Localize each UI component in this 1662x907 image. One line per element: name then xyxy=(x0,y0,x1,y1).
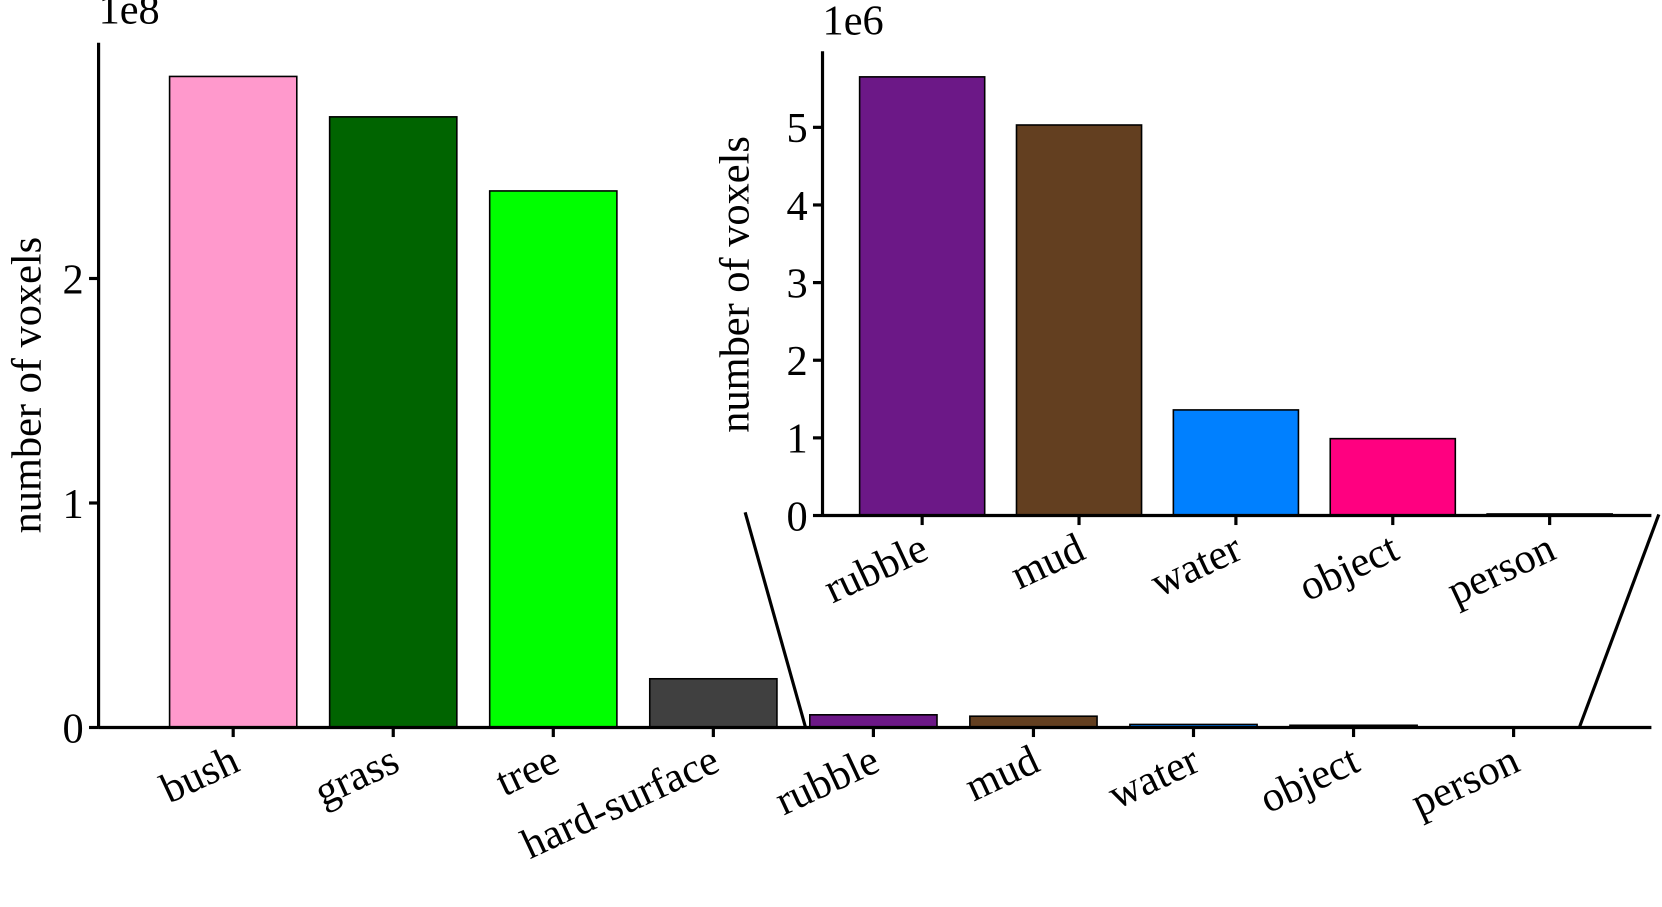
bar xyxy=(1329,437,1457,517)
x-tick-label: object xyxy=(1253,736,1367,822)
y-tick-label: 1 xyxy=(786,416,807,463)
x-tick-label: person xyxy=(1440,524,1562,614)
y-tick-label: 0 xyxy=(63,705,84,752)
offset-text: 1e8 xyxy=(99,0,160,34)
y-tick-label: 0 xyxy=(786,493,807,540)
y-tick-label: 2 xyxy=(63,256,84,303)
bar xyxy=(328,116,458,729)
zoom-line xyxy=(743,511,808,728)
y-tick-label: 4 xyxy=(786,183,807,230)
x-tick-label: water xyxy=(1101,736,1206,818)
x-tick-label: mud xyxy=(1004,524,1092,598)
x-tick-label: rubble xyxy=(817,524,935,612)
y-axis-label: number of voxels xyxy=(711,136,758,433)
bar xyxy=(168,75,298,729)
y-tick-label: 5 xyxy=(786,105,807,152)
x-tick-label: object xyxy=(1292,524,1406,610)
x-tick-label: rubble xyxy=(768,736,886,824)
x-tick-label: grass xyxy=(307,736,406,815)
x-tick-label: tree xyxy=(489,736,566,805)
bar xyxy=(648,677,778,729)
y-tick-label: 3 xyxy=(786,260,807,307)
bar xyxy=(1172,409,1300,517)
zoom-line xyxy=(1577,513,1661,729)
bar xyxy=(488,190,618,729)
x-tick-label: person xyxy=(1404,736,1526,826)
y-tick-label: 2 xyxy=(786,338,807,385)
x-tick-label: bush xyxy=(153,736,245,812)
x-tick-label: water xyxy=(1143,524,1248,606)
bar xyxy=(969,715,1098,729)
bar xyxy=(809,714,938,729)
y-axis-label: number of voxels xyxy=(3,237,50,534)
bar xyxy=(858,76,986,517)
offset-text: 1e6 xyxy=(823,0,884,44)
y-tick-label: 1 xyxy=(63,481,84,528)
x-tick-label: mud xyxy=(958,736,1046,810)
bar xyxy=(1015,124,1143,517)
